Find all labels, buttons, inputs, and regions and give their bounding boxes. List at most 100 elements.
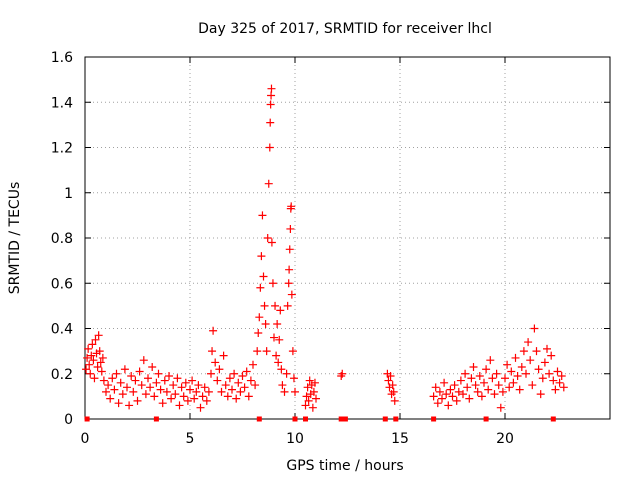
data-point bbox=[108, 374, 117, 383]
data-point bbox=[254, 329, 263, 338]
data-point bbox=[238, 372, 247, 381]
data-point bbox=[84, 344, 93, 353]
data-point bbox=[98, 353, 107, 362]
data-point bbox=[215, 365, 224, 374]
data-point bbox=[194, 381, 203, 390]
data-point bbox=[435, 387, 444, 396]
data-point bbox=[114, 399, 123, 408]
data-point bbox=[86, 369, 95, 378]
data-point bbox=[486, 356, 495, 365]
data-point bbox=[208, 347, 217, 356]
data-point bbox=[120, 365, 129, 374]
data-point bbox=[198, 392, 207, 401]
data-point bbox=[181, 378, 190, 387]
data-point bbox=[188, 376, 197, 385]
data-point bbox=[272, 351, 281, 360]
data-point bbox=[251, 381, 260, 390]
data-point bbox=[261, 319, 270, 328]
data-point bbox=[429, 392, 438, 401]
data-point bbox=[448, 392, 457, 401]
data-point bbox=[312, 394, 320, 403]
data-point bbox=[274, 358, 283, 367]
data-point bbox=[146, 383, 155, 392]
data-point bbox=[308, 403, 317, 412]
data-point bbox=[540, 358, 549, 367]
data-point bbox=[271, 301, 280, 310]
axis-ticks bbox=[84, 56, 610, 420]
data-point bbox=[90, 374, 99, 383]
data-point bbox=[223, 392, 232, 401]
data-point-zero bbox=[153, 416, 159, 422]
data-point bbox=[276, 306, 285, 315]
data-point bbox=[211, 358, 220, 367]
data-point bbox=[496, 403, 505, 412]
data-point bbox=[438, 394, 446, 403]
data-point bbox=[246, 376, 255, 385]
data-point bbox=[284, 279, 293, 288]
data-point bbox=[256, 283, 265, 292]
data-point bbox=[273, 319, 282, 328]
data-point bbox=[94, 331, 103, 340]
data-point bbox=[160, 376, 169, 385]
data-point bbox=[112, 369, 121, 378]
data-point bbox=[219, 351, 228, 360]
data-point bbox=[177, 383, 186, 392]
data-point bbox=[559, 383, 568, 392]
data-point bbox=[110, 385, 119, 394]
data-point bbox=[97, 367, 106, 376]
data-point bbox=[549, 376, 558, 385]
data-point bbox=[85, 360, 94, 369]
x-tick-label: 5 bbox=[186, 431, 195, 447]
data-point bbox=[528, 381, 537, 390]
y-tick-label: 0.2 bbox=[51, 367, 73, 383]
data-point bbox=[530, 324, 539, 333]
data-point bbox=[551, 385, 560, 394]
x-axis-label: GPS time / hours bbox=[286, 458, 403, 474]
data-point bbox=[526, 356, 535, 365]
data-point bbox=[217, 387, 226, 396]
data-point bbox=[207, 369, 215, 378]
data-point-zero bbox=[483, 416, 489, 422]
data-point bbox=[260, 301, 269, 310]
data-point-zero bbox=[393, 416, 399, 422]
data-point bbox=[384, 376, 393, 385]
data-point bbox=[475, 372, 484, 381]
data-point bbox=[244, 392, 253, 401]
data-point bbox=[175, 401, 184, 410]
data-point bbox=[467, 374, 476, 383]
data-point bbox=[267, 84, 276, 93]
data-point bbox=[262, 347, 271, 356]
data-point bbox=[200, 383, 209, 392]
data-point bbox=[469, 362, 478, 371]
data-point bbox=[202, 396, 211, 405]
data-point bbox=[83, 353, 92, 362]
y-tick-label: 1.2 bbox=[51, 141, 73, 157]
data-point bbox=[196, 403, 205, 412]
data-point bbox=[452, 396, 461, 405]
data-point bbox=[482, 365, 491, 374]
data-point bbox=[459, 390, 467, 399]
data-point bbox=[538, 374, 547, 383]
y-tick-label: 1.6 bbox=[51, 50, 73, 66]
data-point bbox=[286, 224, 295, 233]
data-point bbox=[104, 381, 113, 390]
data-point bbox=[267, 238, 276, 247]
y-tick-label: 0.8 bbox=[51, 231, 73, 247]
data-point bbox=[144, 374, 152, 383]
data-point bbox=[152, 378, 161, 387]
data-point bbox=[304, 396, 313, 405]
data-point bbox=[287, 290, 296, 299]
data-point-zero bbox=[338, 416, 344, 422]
data-point bbox=[258, 211, 267, 220]
data-point bbox=[118, 390, 127, 399]
data-point bbox=[259, 272, 268, 281]
data-point bbox=[505, 383, 514, 392]
x-tick-label: 15 bbox=[391, 431, 409, 447]
data-point bbox=[465, 394, 474, 403]
data-point bbox=[532, 347, 541, 356]
data-point bbox=[190, 394, 199, 403]
data-point bbox=[116, 378, 125, 387]
data-point bbox=[102, 387, 110, 396]
data-point bbox=[133, 396, 142, 405]
data-point bbox=[477, 392, 486, 401]
